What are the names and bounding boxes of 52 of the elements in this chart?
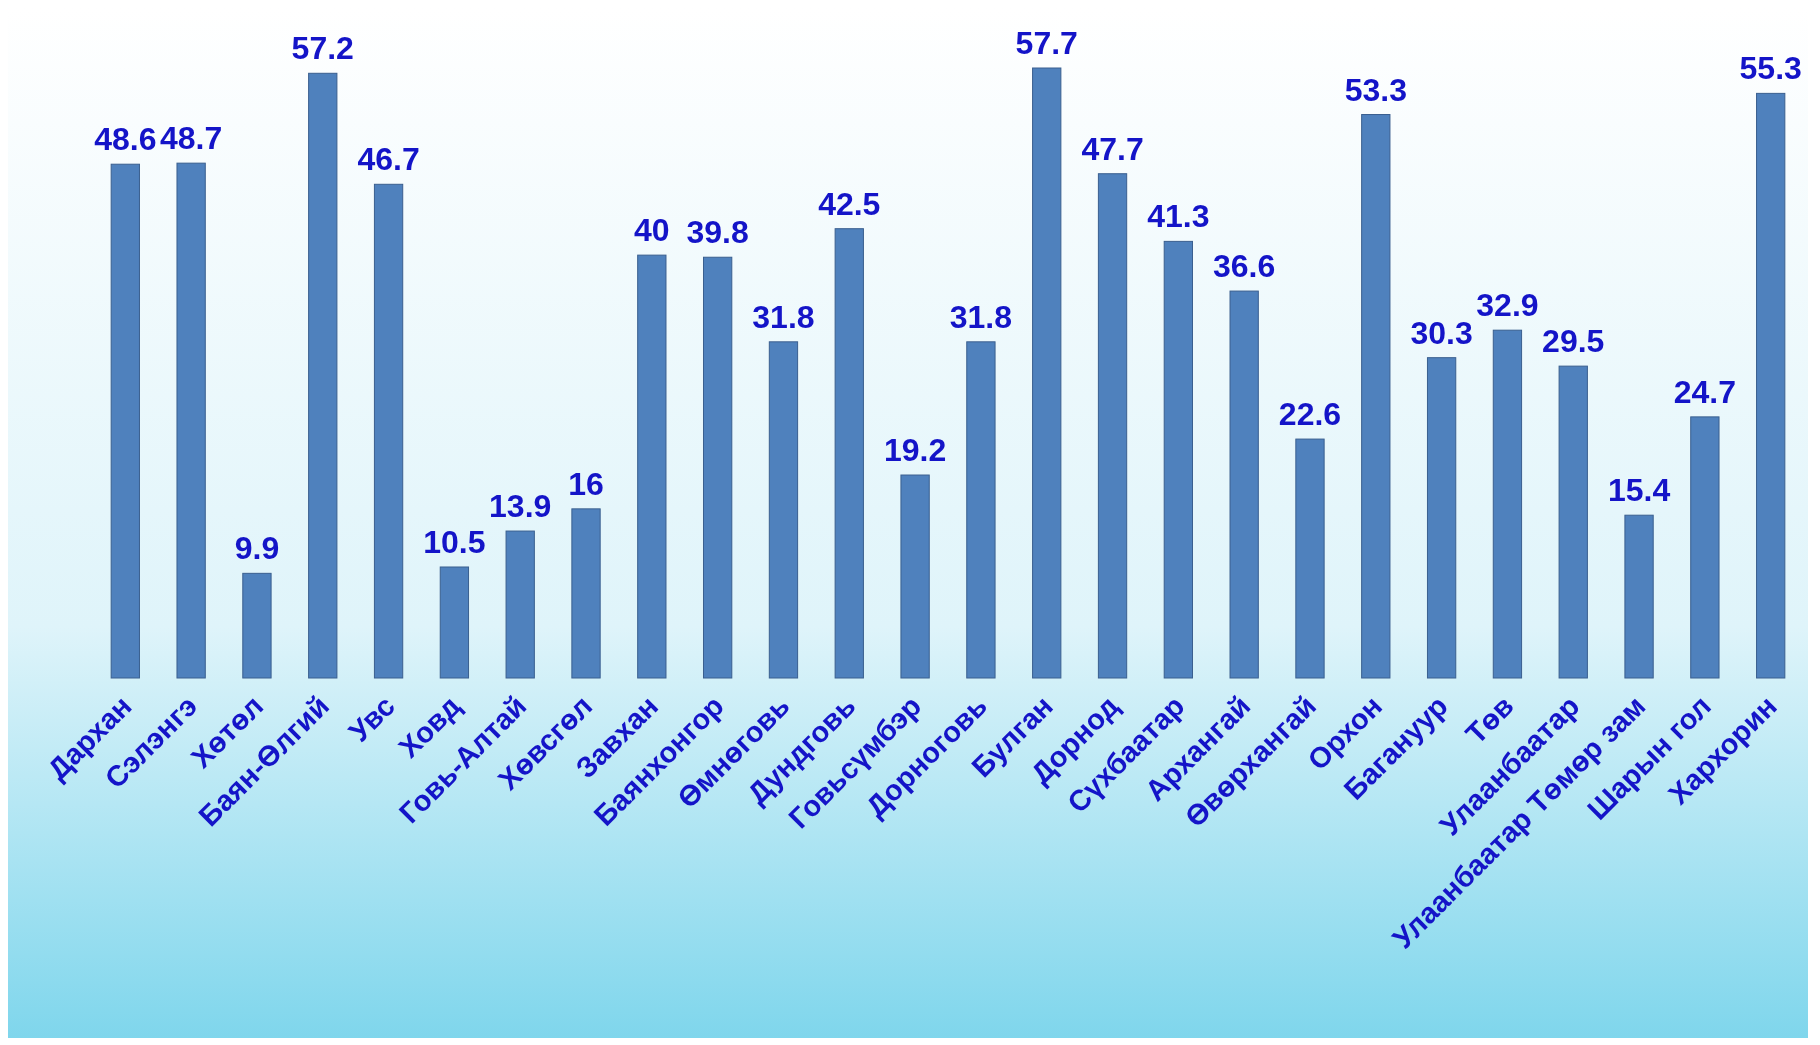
data-label: 22.6 <box>1278 396 1342 433</box>
data-label: 55.3 <box>1739 50 1802 87</box>
data-label: 46.7 <box>357 141 420 178</box>
data-label: 57.7 <box>1015 25 1078 61</box>
bar <box>1032 67 1062 679</box>
bar <box>637 254 667 679</box>
data-label: 36.6 <box>1213 248 1276 285</box>
bar <box>703 256 733 679</box>
data-label: 9.9 <box>234 530 280 567</box>
bar <box>1426 357 1457 679</box>
data-label: 42.5 <box>818 185 881 222</box>
bar <box>571 508 601 679</box>
data-label: 57.2 <box>291 30 354 67</box>
bar <box>1295 438 1325 679</box>
data-label: 47.7 <box>1081 130 1144 167</box>
bar <box>1756 92 1786 679</box>
data-label: 16 <box>568 465 604 502</box>
data-label: 53.3 <box>1344 71 1407 108</box>
bar <box>110 163 140 679</box>
data-label: 15.4 <box>1607 472 1671 509</box>
bar <box>373 183 404 679</box>
data-label: 39.8 <box>686 214 749 251</box>
bar <box>1163 240 1193 679</box>
data-label: 19.2 <box>883 432 947 469</box>
data-label: 31.8 <box>949 298 1013 335</box>
bar <box>1492 329 1523 679</box>
bar <box>242 572 272 679</box>
bar <box>1690 416 1720 679</box>
bar <box>505 530 535 679</box>
bar <box>176 162 206 679</box>
data-label: 29.5 <box>1542 323 1605 360</box>
data-label: 31.8 <box>752 298 815 335</box>
data-label: 41.3 <box>1147 198 1210 235</box>
data-label: 32.9 <box>1476 287 1539 324</box>
bar <box>768 341 799 679</box>
bar <box>900 474 930 679</box>
bar <box>1229 290 1259 679</box>
data-label: 48.6 <box>94 121 157 158</box>
bar <box>439 566 470 679</box>
data-label: 13.9 <box>489 488 552 525</box>
bar <box>1097 173 1128 679</box>
data-label: 10.5 <box>423 523 486 560</box>
bar <box>1558 365 1588 679</box>
data-label: 24.7 <box>1673 373 1737 410</box>
bar <box>1361 114 1391 679</box>
bar <box>966 341 996 679</box>
bar <box>1624 514 1654 679</box>
data-label: 40 <box>634 212 670 249</box>
data-label: 30.3 <box>1410 314 1473 351</box>
data-label: 48.7 <box>159 120 223 157</box>
bar <box>834 228 864 679</box>
bar <box>308 72 338 679</box>
